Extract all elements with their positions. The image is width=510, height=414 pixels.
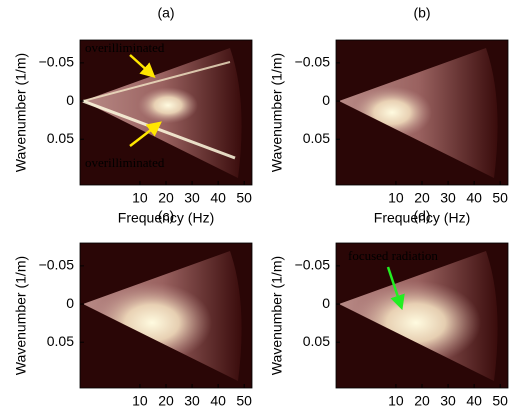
- x-tick-label: 30: [184, 190, 200, 206]
- x-tick-label: 40: [466, 190, 482, 206]
- annotation-arrow: [129, 54, 156, 79]
- panel-title: (a): [157, 5, 174, 21]
- x-axis-label: Frequency (Hz): [118, 413, 214, 414]
- bright-edge: [82, 61, 231, 103]
- y-axis-label: Wavenumber (1/m): [269, 256, 285, 375]
- heatmap-core: [138, 87, 198, 124]
- panel: (d)Frequency (Hz)Wavenumber (1/m)1020304…: [269, 208, 509, 414]
- x-tick-label: 20: [414, 190, 430, 206]
- x-tick-label: 30: [184, 393, 200, 409]
- x-tick-label: 50: [236, 190, 252, 206]
- x-tick-label: 10: [388, 190, 404, 206]
- x-tick-label: 50: [492, 393, 508, 409]
- x-tick-label: 10: [132, 393, 148, 409]
- x-tick-label: 20: [158, 190, 174, 206]
- y-tick-label: −0.05: [295, 54, 331, 70]
- x-tick-label: 40: [210, 393, 226, 409]
- x-tick-label: 50: [236, 393, 252, 409]
- x-tick-label: 30: [440, 190, 456, 206]
- panel-title: (d): [413, 208, 430, 224]
- x-axis-label: Frequency (Hz): [118, 210, 214, 226]
- y-axis-label: Wavenumber (1/m): [269, 53, 285, 172]
- x-axis-label: Frequency (Hz): [374, 210, 470, 226]
- x-tick-label: 20: [158, 393, 174, 409]
- x-tick-label: 50: [492, 190, 508, 206]
- annotation: focused radiation: [348, 248, 438, 263]
- annotation-arrow: [386, 266, 405, 311]
- x-tick-label: 20: [414, 393, 430, 409]
- panel: (c)Frequency (Hz)Wavenumber (1/m)1020304…: [13, 208, 253, 414]
- y-tick-label: 0: [66, 295, 74, 311]
- x-tick-label: 10: [388, 393, 404, 409]
- y-axis-label: Wavenumber (1/m): [13, 256, 29, 375]
- annotation: overilliminated: [85, 40, 165, 55]
- y-tick-label: 0.05: [303, 333, 330, 349]
- y-tick-label: 0: [322, 295, 330, 311]
- y-axis-label: Wavenumber (1/m): [13, 53, 29, 172]
- x-tick-label: 10: [132, 190, 148, 206]
- annotation: overilliminated: [85, 155, 165, 170]
- y-tick-label: 0: [322, 92, 330, 108]
- x-tick-label: 40: [210, 190, 226, 206]
- y-tick-label: −0.05: [39, 257, 75, 273]
- x-tick-label: 30: [440, 393, 456, 409]
- y-tick-label: 0.05: [47, 130, 74, 146]
- annotation-arrow: [129, 121, 162, 147]
- y-tick-label: −0.05: [39, 54, 75, 70]
- y-tick-label: −0.05: [295, 257, 331, 273]
- panel: (b) Frequency (Hz) Wavenumber (1/m) 10 20 30 4…: [269, 5, 509, 226]
- panel-title: (c): [158, 208, 174, 224]
- y-tick-label: 0: [66, 92, 74, 108]
- y-tick-label: 0.05: [303, 130, 330, 146]
- y-tick-label: 0.05: [47, 333, 74, 349]
- x-axis-label: Frequency (Hz): [374, 413, 470, 414]
- panel: (a) Frequency (Hz) Wavenumber (1/m) 10 20 30 4…: [13, 5, 253, 226]
- x-tick-label: 40: [466, 393, 482, 409]
- panel-title: (b): [413, 5, 430, 21]
